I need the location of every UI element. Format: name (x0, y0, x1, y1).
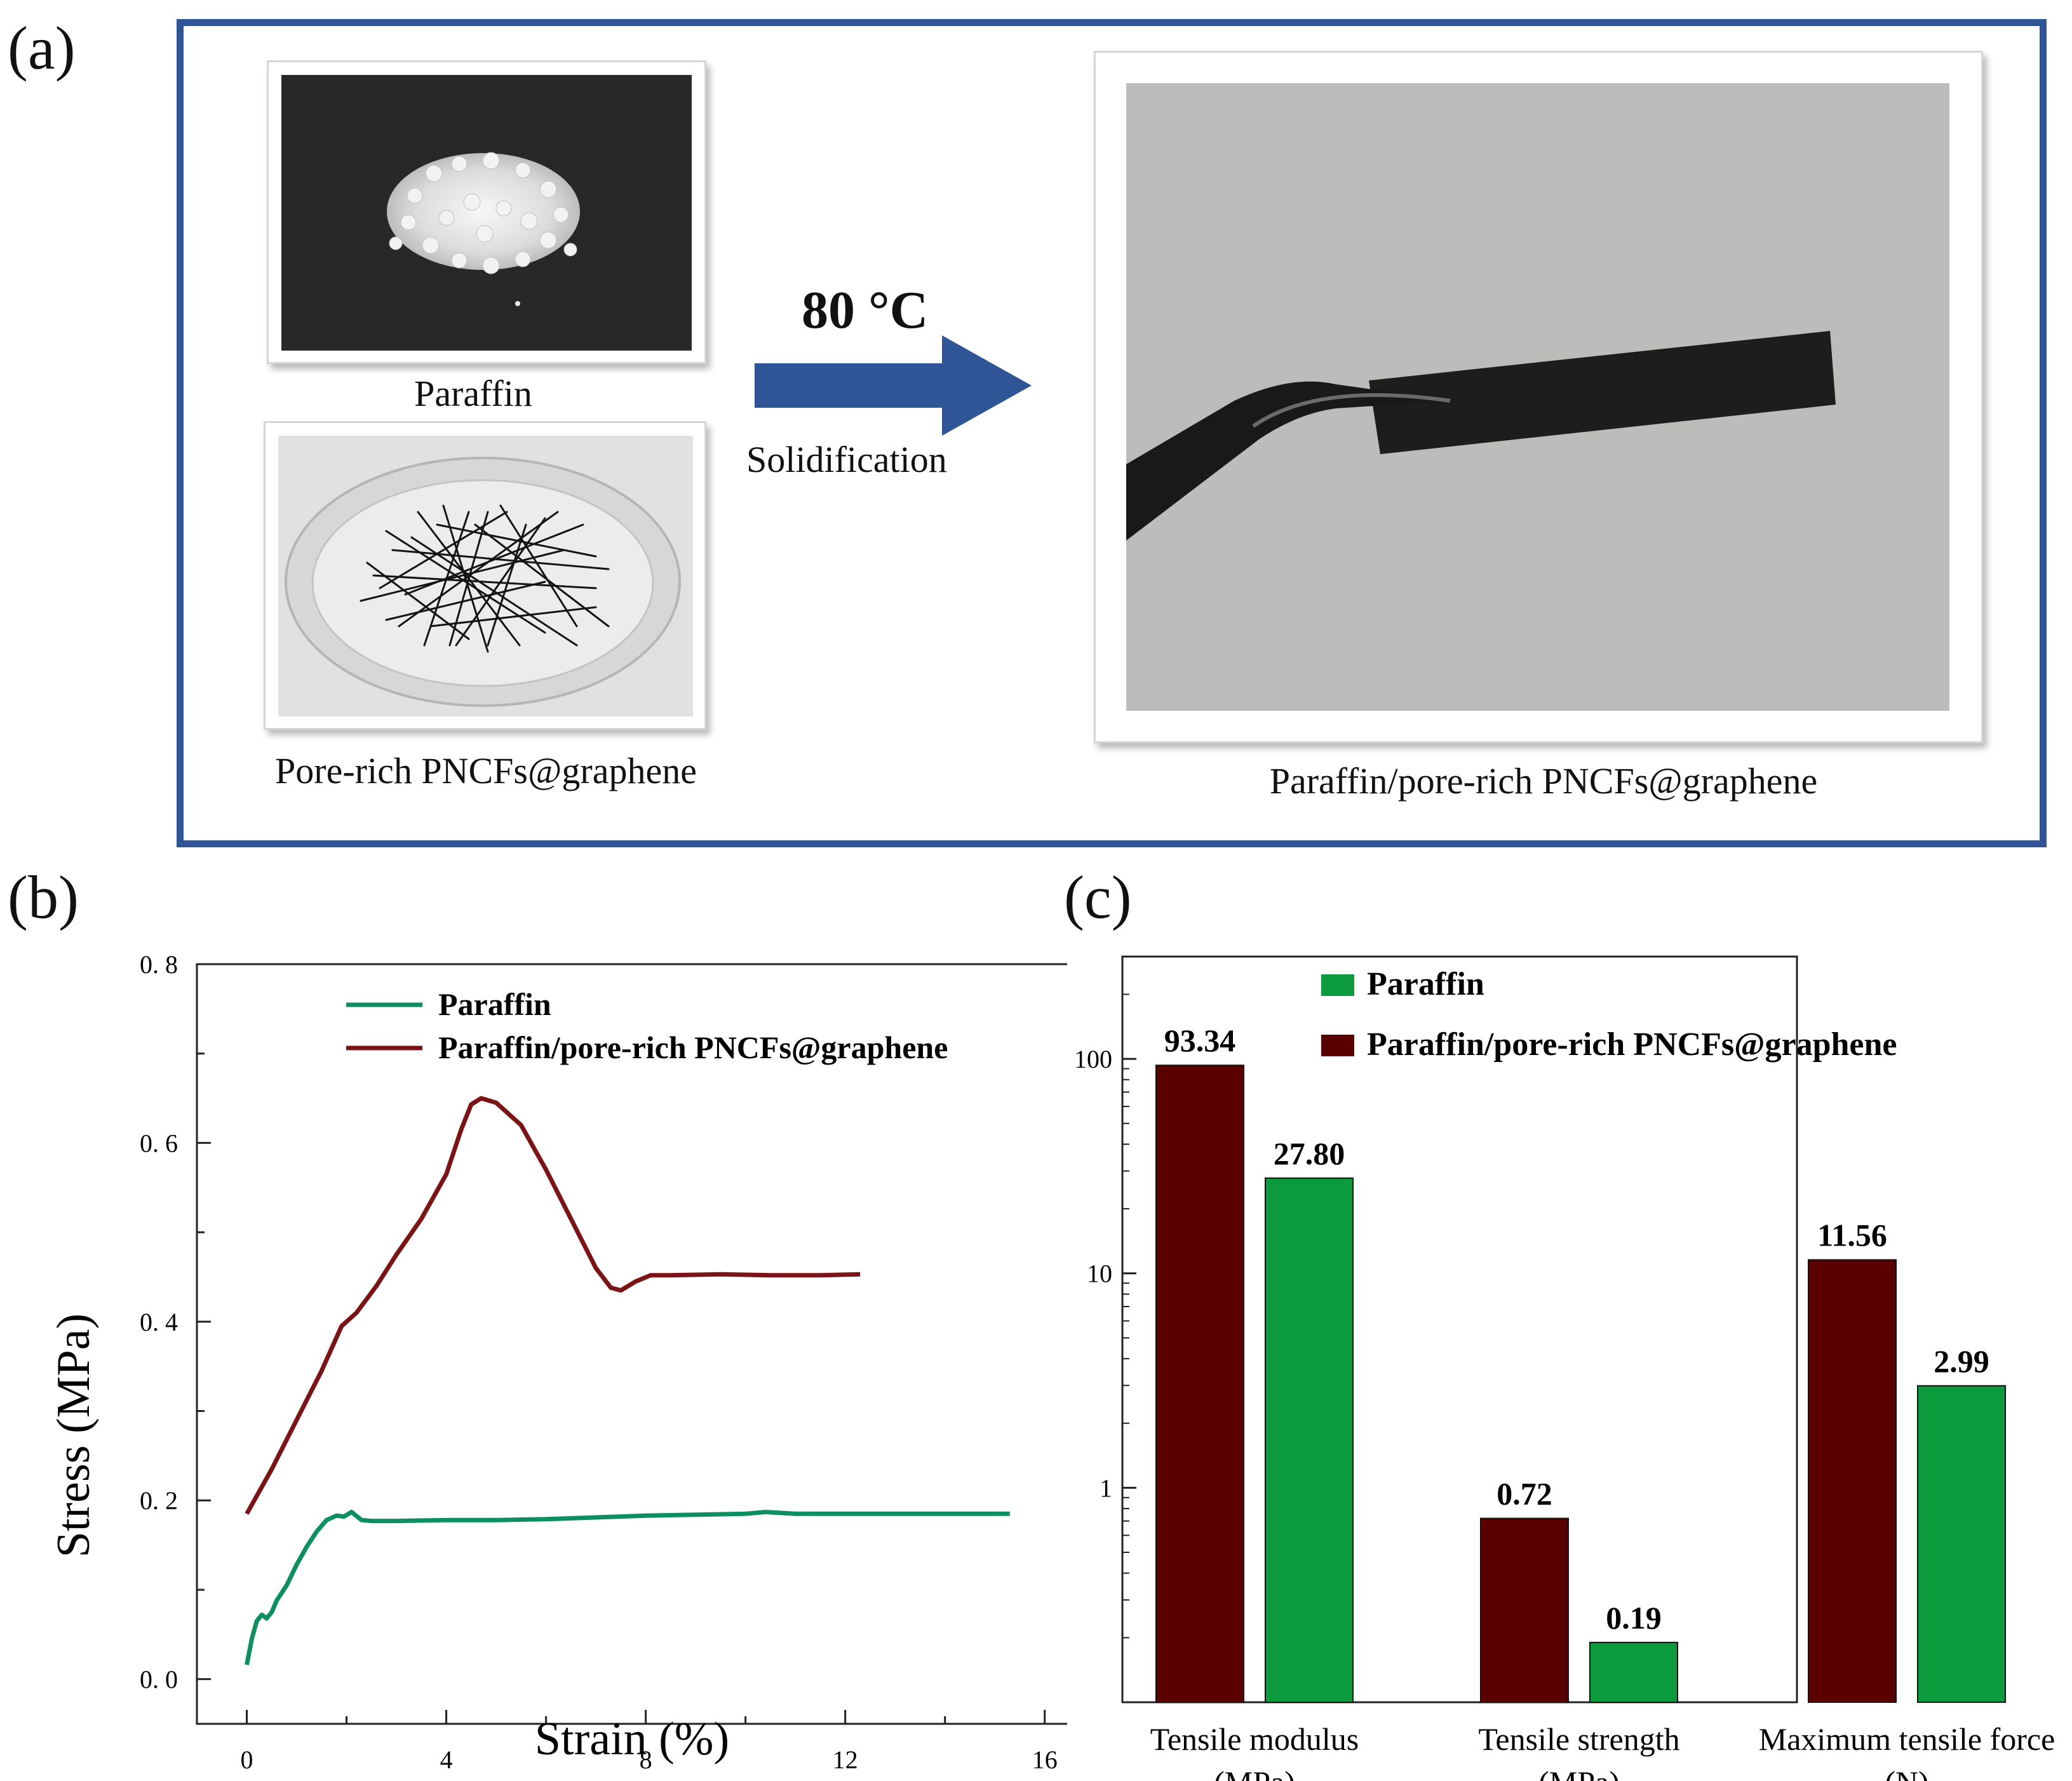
legend-swatch (1321, 1035, 1354, 1056)
bar-paraffin (1589, 1641, 1678, 1703)
category-label: Tensile modulus (1150, 1721, 1359, 1757)
x-tick-label: 8 (640, 1745, 652, 1774)
bar-value-label: 11.56 (1817, 1217, 1887, 1253)
bar-paraffin (1917, 1385, 2006, 1704)
x-tick-label: 0 (241, 1745, 253, 1774)
y-tick-label: 0. 6 (140, 1129, 178, 1157)
panel-a-frame (177, 19, 2047, 847)
composite-strip-image (1126, 83, 1949, 711)
caption-paraffin: Paraffin (414, 373, 532, 414)
category-label: Maximum tensile force (1759, 1721, 2055, 1757)
legend-label: Paraffin/pore-rich PNCFs@graphene (438, 1030, 948, 1065)
chart-c-plot-frame (1121, 955, 1798, 1704)
y-tick-label: 10 (1087, 1260, 1112, 1288)
y-tick-label: 100 (1074, 1045, 1112, 1073)
paraffin-photo (267, 60, 706, 364)
series-line-paraffin (245, 1510, 1010, 1665)
temperature-label: 80 °C (802, 281, 929, 340)
x-tick-label: 12 (833, 1745, 858, 1774)
bar-paraffin (1265, 1177, 1354, 1703)
bar-composite (1480, 1517, 1569, 1703)
legend-label: Paraffin (438, 986, 551, 1022)
process-step-label: Solidification (746, 439, 947, 480)
y-tick-label: 0. 4 (140, 1308, 178, 1336)
process-arrow (755, 335, 1032, 436)
y-tick-label: 0. 0 (140, 1665, 178, 1694)
stress-strain-chart: 0 4 8 12 16 0. 0 0. 2 0. 4 0. 6 0. 8 Paraffin Para… (48, 950, 1067, 1774)
panel-label-b: (b) (8, 863, 79, 931)
y-tick-label: 0. 8 (140, 950, 178, 979)
composite-photo (1094, 51, 1983, 743)
legend-label: Paraffin/pore-rich PNCFs@graphene (1367, 1026, 1897, 1063)
chart-b-x-axis-label: Strain (%) (535, 1713, 729, 1765)
bar-value-label: 0.72 (1497, 1476, 1552, 1512)
category-unit-label: (MPa) (1538, 1764, 1620, 1781)
bar-value-label: 0.19 (1606, 1600, 1662, 1636)
category-label: Tensile strength (1478, 1721, 1679, 1757)
series-line-composite (245, 1096, 861, 1516)
x-tick-label: 4 (440, 1745, 453, 1774)
paraffin-pellets-image (281, 75, 692, 351)
caption-pncfs: Pore-rich PNCFs@graphene (275, 750, 697, 791)
bar-value-label: 93.34 (1164, 1023, 1236, 1058)
y-tick-label: 1 (1100, 1474, 1112, 1502)
caption-composite: Paraffin/pore-rich PNCFs@graphene (1269, 760, 1818, 802)
panel-label-c: (c) (1064, 863, 1132, 931)
category-unit-label: (N) (1885, 1764, 1928, 1781)
chart-b-plot-frame (196, 963, 1067, 1725)
category-unit-label: (MPa) (1214, 1764, 1295, 1781)
bar-value-label: 2.99 (1934, 1343, 1989, 1379)
y-tick-label: 0. 2 (140, 1486, 178, 1515)
legend-label: Paraffin (1367, 966, 1484, 1002)
pncfs-dish-image (278, 436, 693, 716)
bar-composite (1155, 1065, 1244, 1704)
bar-value-label: 27.80 (1274, 1136, 1345, 1171)
chart-b-y-axis-label: Stress (MPa) (48, 1314, 100, 1557)
tensile-properties-chart: 1 10 100 93.34 27.80 0.72 0.19 11.56 2.99 Paraf… (1074, 955, 2055, 1781)
legend-swatch (1321, 974, 1354, 996)
bar-composite (1808, 1259, 1897, 1703)
pncfs-photo (264, 421, 706, 730)
x-tick-label: 16 (1032, 1745, 1058, 1774)
panel-label-a: (a) (8, 14, 76, 82)
